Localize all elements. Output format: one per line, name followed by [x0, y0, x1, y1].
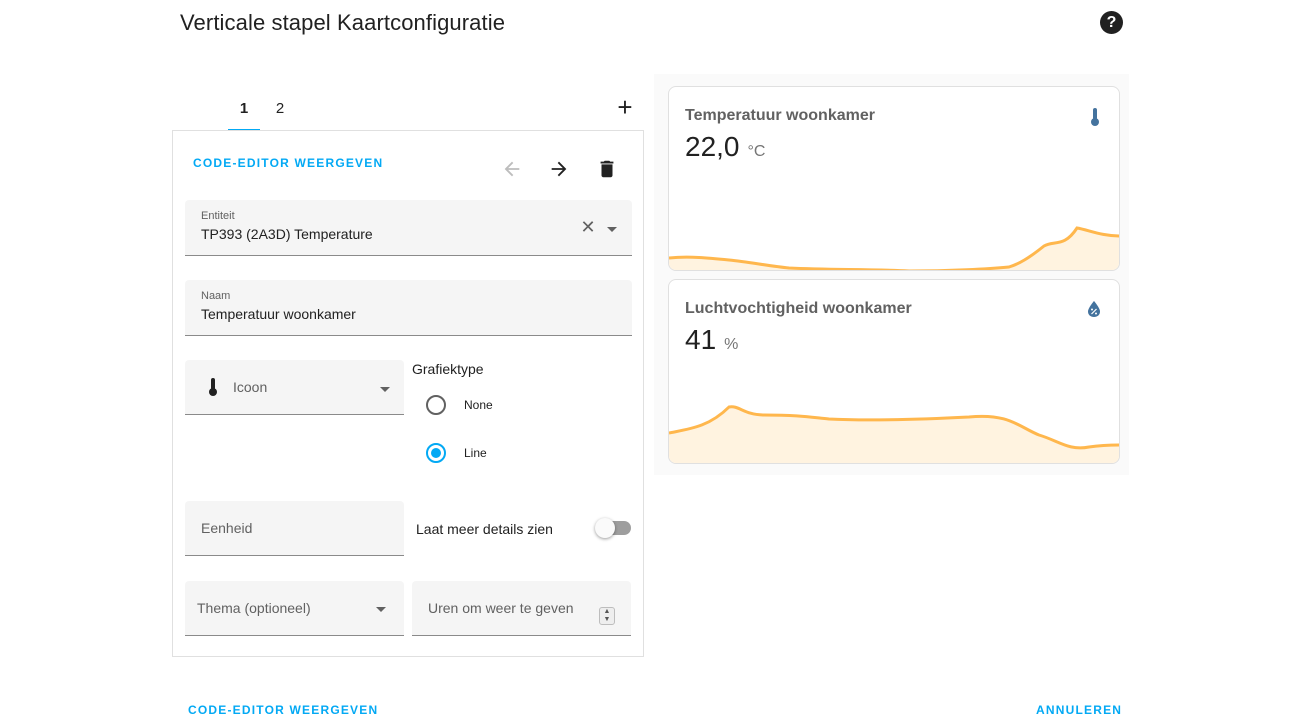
toggle-knob — [595, 518, 615, 538]
radio-label: None — [464, 398, 493, 412]
thermometer-icon — [1091, 108, 1099, 126]
card-value-number: 41 — [685, 324, 717, 355]
water-percent-icon — [1088, 301, 1100, 317]
graph-type-group: Grafiektype None Line — [412, 361, 632, 463]
tab-2[interactable]: 2 — [275, 100, 285, 117]
sensor-card-humidity[interactable]: Luchtvochtigheid woonkamer 41% — [668, 279, 1120, 464]
help-icon[interactable]: ? — [1100, 11, 1123, 34]
number-stepper[interactable]: ▲ ▼ — [599, 607, 615, 625]
show-code-editor-button[interactable]: CODE-EDITOR WEERGEVEN — [193, 156, 384, 170]
footer-show-code-editor-button[interactable]: CODE-EDITOR WEERGEVEN — [188, 703, 379, 717]
card-preview: Temperatuur woonkamer 22,0 °C Luchtvochti… — [654, 74, 1129, 475]
name-value: Temperatuur woonkamer — [201, 306, 356, 322]
radio-option-line[interactable]: Line — [426, 443, 487, 463]
chevron-down-icon[interactable] — [380, 387, 390, 392]
sensor-card-temperature[interactable]: Temperatuur woonkamer 22,0 °C — [668, 86, 1120, 271]
radio-button-checked[interactable] — [426, 443, 446, 463]
icon-picker[interactable]: Icoon — [185, 360, 404, 415]
radio-option-none[interactable]: None — [426, 395, 493, 415]
name-field[interactable]: Naam Temperatuur woonkamer — [185, 280, 632, 336]
hours-placeholder: Uren om weer te geven — [428, 600, 574, 616]
card-name: Luchtvochtigheid woonkamer — [685, 300, 912, 317]
entity-picker[interactable]: Entiteit TP393 (2A3D) Temperature ✕ — [185, 200, 632, 256]
add-card-icon[interactable]: + — [617, 92, 633, 122]
radio-label: Line — [464, 446, 487, 460]
card-name: Temperatuur woonkamer — [685, 107, 875, 124]
cancel-button[interactable]: ANNULEREN — [1036, 703, 1123, 717]
chevron-down-icon[interactable] — [376, 607, 386, 612]
move-right-icon[interactable] — [545, 155, 573, 183]
unit-placeholder: Eenheid — [201, 520, 253, 536]
hours-field[interactable]: Uren om weer te geven ▲ ▼ — [412, 581, 631, 636]
radio-button[interactable] — [426, 395, 446, 415]
entity-value: TP393 (2A3D) Temperature — [201, 226, 373, 242]
details-toggle-label: Laat meer details zien — [416, 521, 553, 537]
clear-icon[interactable]: ✕ — [580, 217, 596, 237]
thermometer-icon — [209, 378, 217, 396]
temperature-graph — [669, 226, 1119, 270]
dialog-title: Verticale stapel Kaartconfiguratie — [180, 10, 506, 35]
delete-icon[interactable] — [593, 155, 621, 183]
name-label: Naam — [201, 290, 231, 302]
card-value-number: 22,0 — [685, 131, 740, 162]
move-left-icon[interactable] — [498, 155, 526, 183]
card-editor: CODE-EDITOR WEERGEVEN Entiteit TP393 (2A… — [172, 130, 644, 657]
theme-select[interactable]: Thema (optioneel) — [185, 581, 404, 636]
graph-type-title: Grafiektype — [412, 361, 484, 377]
card-value: 22,0 °C — [685, 131, 765, 163]
theme-placeholder: Thema (optioneel) — [197, 600, 311, 616]
details-toggle[interactable] — [595, 518, 631, 538]
card-value: 41% — [685, 324, 738, 356]
entity-label: Entiteit — [201, 210, 235, 222]
humidity-graph — [669, 405, 1119, 463]
card-unit: °C — [747, 143, 766, 160]
unit-field[interactable]: Eenheid — [185, 501, 404, 556]
card-unit: % — [724, 336, 739, 353]
chevron-down-icon[interactable] — [607, 227, 617, 232]
tab-1[interactable]: 1 — [228, 86, 260, 131]
card-tabs: 1 2 + — [172, 86, 644, 131]
icon-placeholder: Icoon — [233, 379, 268, 395]
